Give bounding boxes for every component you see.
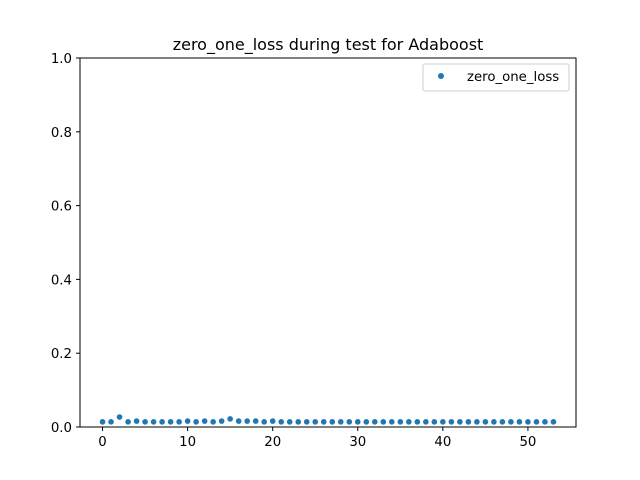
data-point — [278, 419, 285, 425]
data-point — [465, 419, 472, 425]
data-point — [167, 419, 174, 425]
data-point — [193, 419, 199, 425]
data-point — [397, 419, 404, 425]
data-point — [457, 419, 463, 425]
data-point — [133, 418, 140, 424]
data-point — [440, 419, 446, 425]
data-point — [354, 419, 361, 425]
data-point — [286, 419, 293, 425]
data-point — [482, 419, 489, 425]
data-point — [159, 419, 165, 425]
y-tick-label: 1.0 — [51, 52, 72, 67]
x-tick-label: 40 — [434, 435, 451, 450]
legend-box — [422, 63, 570, 92]
y-tick-label: 0.0 — [51, 421, 72, 436]
data-point — [406, 419, 412, 425]
data-point — [210, 419, 216, 425]
legend-marker — [438, 73, 444, 79]
x-tick-label: 20 — [264, 435, 281, 450]
data-point — [303, 419, 310, 425]
data-point — [389, 419, 395, 425]
data-point — [431, 419, 438, 425]
data-point — [116, 414, 123, 420]
data-point — [380, 419, 387, 425]
data-point — [125, 419, 131, 425]
y-tick-label: 0.6 — [51, 200, 72, 215]
data-point — [312, 419, 319, 425]
x-tick-label: 30 — [349, 435, 366, 450]
data-point — [320, 419, 327, 425]
data-point — [244, 418, 250, 424]
data-point — [363, 419, 370, 425]
data-point — [227, 416, 233, 422]
y-tick-label: 0.4 — [51, 273, 72, 288]
data-point — [176, 419, 182, 425]
data-point — [533, 419, 540, 425]
y-tick-label: 0.8 — [51, 126, 72, 141]
data-point — [150, 419, 157, 425]
data-point — [550, 419, 557, 425]
data-point — [201, 418, 208, 424]
data-point — [499, 419, 506, 425]
x-tick-label: 10 — [179, 435, 196, 450]
legend: zero_one_loss — [422, 63, 570, 92]
data-point — [508, 419, 514, 425]
axes: 0 10 20 30 40 50 0.0 0.2 0.4 0.6 0.8 1.0 — [51, 52, 577, 450]
chart-title: zero_one_loss during test for Adaboost — [173, 35, 484, 55]
data-point — [414, 419, 421, 425]
data-point — [295, 419, 302, 425]
data-points — [99, 414, 557, 425]
data-point — [261, 419, 267, 425]
data-point — [269, 418, 276, 424]
x-tick-label: 0 — [98, 435, 106, 450]
legend-label: zero_one_loss — [467, 70, 559, 85]
data-point — [448, 419, 455, 425]
data-point — [474, 419, 480, 425]
data-point — [371, 419, 378, 425]
x-tick-label: 50 — [519, 435, 536, 450]
data-point — [423, 419, 429, 425]
y-tick-label: 0.2 — [51, 347, 72, 362]
data-point — [337, 419, 344, 425]
data-point — [329, 419, 336, 425]
data-point — [142, 419, 148, 425]
data-point — [252, 418, 259, 424]
data-point — [346, 419, 353, 425]
data-point — [525, 419, 531, 425]
data-point — [218, 418, 225, 424]
data-point — [108, 419, 114, 425]
data-point — [516, 419, 523, 425]
data-point — [99, 419, 106, 425]
plot-frame — [79, 57, 577, 428]
data-point — [542, 419, 548, 425]
data-point — [491, 419, 497, 425]
data-point — [184, 418, 191, 424]
data-point — [235, 418, 242, 424]
